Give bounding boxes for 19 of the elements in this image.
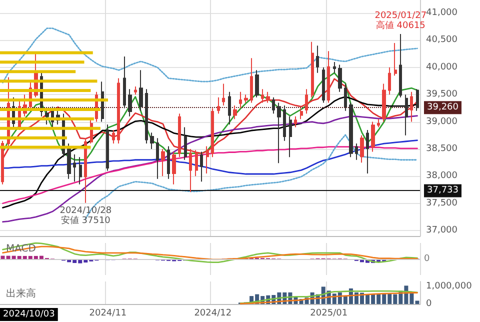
y-tick-label: 40,500	[426, 35, 458, 46]
ref-line-label: 37,733	[427, 186, 458, 196]
y-tick-label: 1,000,000	[426, 282, 472, 292]
y-tick-label: 37,500	[426, 198, 458, 208]
y-tick-label: 0	[426, 299, 432, 309]
text: 出来高	[6, 288, 36, 300]
y-tick-label: 38,000	[426, 171, 458, 182]
text: 2024/10/03	[3, 310, 55, 320]
y-tick-label: 39,500	[426, 90, 458, 100]
x-tick-label: 2025/01	[310, 308, 348, 318]
y-tick-label: 39,000	[426, 116, 458, 127]
annotation: 2025/01/27 高値 40615	[374, 10, 427, 31]
x-tick-label: 2024/11	[89, 308, 127, 318]
ref-line-label: 39,260	[427, 102, 459, 113]
y-tick-label: 37,000	[426, 226, 458, 236]
y-tick-label: 38,500	[426, 144, 458, 154]
x-tick-label: 2024/12	[194, 308, 232, 318]
y-tick-label: 41,000	[426, 8, 458, 18]
y-tick-label: 40,000	[426, 62, 458, 72]
